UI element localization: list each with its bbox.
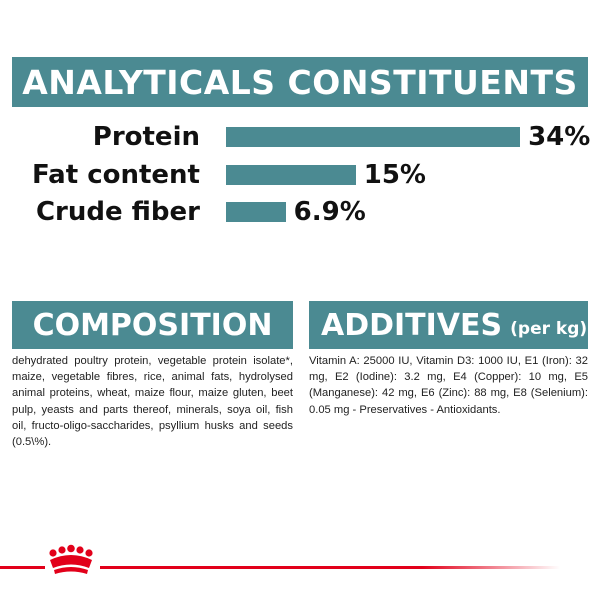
nutrient-label: Fat content [31, 160, 200, 190]
nutrient-label: Crude fiber [35, 197, 200, 227]
nutrient-value: 6.9% [293, 197, 366, 227]
additives-title: ADDITIVES [321, 307, 503, 343]
nutrient-row-fat: Fat content 15% [0, 157, 600, 193]
nutrient-bar [226, 165, 356, 185]
composition-banner: COMPOSITION [12, 301, 293, 349]
nutrient-label: Protein [92, 122, 200, 152]
composition-title: COMPOSITION [32, 307, 273, 343]
royal-canin-crown-icon [49, 544, 93, 574]
composition-text: dehydrated poultry protein, vegetable pr… [12, 355, 293, 449]
nutrient-value: 15% [363, 160, 426, 190]
additives-text: Vitamin A: 25000 IU, Vitamin D3: 1000 IU… [309, 355, 588, 416]
additives-unit: (per kg) [510, 319, 588, 339]
footer-divider-right [100, 566, 560, 569]
nutrient-bar [226, 127, 521, 147]
analyticals-banner: ANALYTICALS CONSTITUENTS [12, 57, 588, 107]
nutrient-row-protein: Protein 34% [0, 119, 600, 155]
nutrient-value: 34% [528, 122, 591, 152]
nutrient-bar [226, 202, 286, 222]
nutrient-row-fiber: Crude fiber 6.9% [0, 194, 600, 230]
additives-banner: ADDITIVES (per kg) [309, 301, 588, 349]
analyticals-title: ANALYTICALS CONSTITUENTS [22, 62, 578, 102]
footer-divider-left [0, 566, 45, 569]
